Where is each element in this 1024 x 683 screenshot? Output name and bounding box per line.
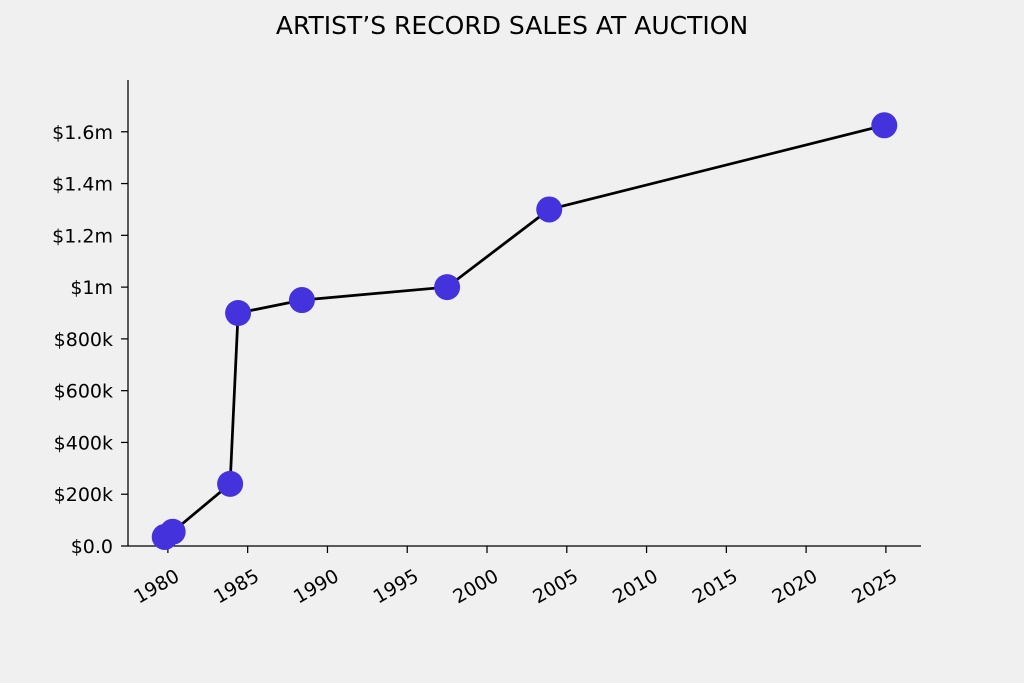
x-axis: 1980 1985 1990 1995 2000 2005 2010 2015 2020 2025 <box>128 545 921 608</box>
series-layer <box>151 112 898 550</box>
y-tick-label: $1.4m <box>52 174 113 196</box>
x-tick-label: 2025 <box>848 565 901 608</box>
x-tick-label: 2020 <box>769 565 822 608</box>
y-tick-label: $400k <box>54 432 113 454</box>
x-tick-label: 1985 <box>210 565 263 608</box>
data-point <box>536 196 563 223</box>
chart-title: ARTIST’S RECORD SALES AT AUCTION <box>276 11 748 40</box>
x-tick-label: 1990 <box>290 565 343 608</box>
data-point <box>288 287 315 314</box>
x-tick-label: 1980 <box>130 565 183 608</box>
y-tick-label: $200k <box>54 484 113 506</box>
data-point <box>434 274 461 301</box>
y-tick-label: $0.0 <box>71 536 113 558</box>
data-point <box>159 518 186 545</box>
series-line <box>163 123 885 539</box>
y-tick-label: $600k <box>54 381 113 403</box>
y-tick-label: $1.2m <box>52 225 113 247</box>
y-tick-label: $1m <box>70 277 113 299</box>
y-tick-label: $800k <box>54 329 113 351</box>
x-tick-label: 2005 <box>529 565 582 608</box>
data-point <box>871 112 898 139</box>
data-point <box>225 300 252 326</box>
x-tick-label: 2010 <box>609 565 662 608</box>
y-tick-label: $1.6m <box>52 122 113 144</box>
x-tick-label: 2000 <box>449 565 502 608</box>
data-point <box>217 470 244 497</box>
y-axis: $0.0 $200k $400k $600k $800k $1m $1.2m $1.4m $1.… <box>52 80 129 558</box>
x-tick-label: 2015 <box>689 565 742 608</box>
x-tick-label: 1995 <box>370 565 423 608</box>
